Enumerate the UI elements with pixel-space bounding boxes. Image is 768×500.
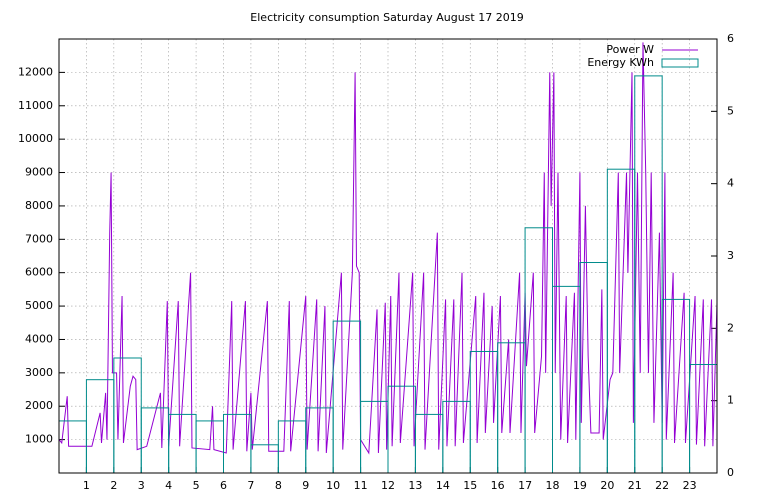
y-tick-label: 1000 bbox=[25, 433, 53, 446]
legend-label: Energy KWh bbox=[587, 56, 654, 69]
power-line bbox=[58, 42, 718, 455]
y-tick-label: 2000 bbox=[25, 399, 53, 412]
energy-bar bbox=[524, 227, 553, 474]
energy-bar bbox=[277, 420, 307, 474]
x-tick-label: 11 bbox=[354, 479, 368, 492]
y2-tick-label: 3 bbox=[727, 249, 734, 262]
y-tick-label: 10000 bbox=[18, 132, 53, 145]
y-tick-label: 3000 bbox=[25, 366, 53, 379]
plot-frame bbox=[58, 38, 718, 474]
y-tick-label: 9000 bbox=[25, 166, 53, 179]
y2-tick-label: 0 bbox=[727, 466, 734, 479]
y2-tick-label: 5 bbox=[727, 104, 734, 117]
y-tick-label: 12000 bbox=[18, 65, 53, 78]
x-tick-label: 23 bbox=[683, 479, 697, 492]
energy-bar bbox=[250, 444, 279, 474]
x-tick-label: 6 bbox=[220, 479, 227, 492]
x-tick-label: 12 bbox=[381, 479, 395, 492]
y-tick-label: 8000 bbox=[25, 199, 53, 212]
x-tick-label: 10 bbox=[326, 479, 340, 492]
y2-tick-label: 2 bbox=[727, 321, 734, 334]
x-tick-label: 7 bbox=[247, 479, 254, 492]
x-tick-label: 2 bbox=[110, 479, 117, 492]
x-tick-label: 17 bbox=[518, 479, 532, 492]
x-tick-label: 5 bbox=[193, 479, 200, 492]
legend-swatch bbox=[661, 58, 699, 68]
x-tick-label: 18 bbox=[546, 479, 560, 492]
energy-bar bbox=[85, 379, 115, 474]
y-tick-label: 11000 bbox=[18, 99, 53, 112]
x-tick-label: 8 bbox=[275, 479, 282, 492]
x-tick-label: 19 bbox=[573, 479, 587, 492]
legend-label: Power W bbox=[606, 43, 654, 56]
energy-bar bbox=[140, 407, 170, 474]
y2-tick-label: 1 bbox=[727, 394, 734, 407]
x-tick-label: 3 bbox=[138, 479, 145, 492]
y-tick-label: 5000 bbox=[25, 299, 53, 312]
x-tick-label: 21 bbox=[628, 479, 642, 492]
x-tick-label: 1 bbox=[83, 479, 90, 492]
y-tick-label: 4000 bbox=[25, 332, 53, 345]
y2-tick-label: 6 bbox=[727, 32, 734, 45]
x-tick-label: 14 bbox=[436, 479, 450, 492]
y-tick-label: 7000 bbox=[25, 232, 53, 245]
y-tick-label: 6000 bbox=[25, 266, 53, 279]
x-tick-label: 15 bbox=[463, 479, 477, 492]
chart-title: Electricity consumption Saturday August … bbox=[250, 11, 523, 24]
x-tick-label: 13 bbox=[408, 479, 422, 492]
x-tick-label: 9 bbox=[302, 479, 309, 492]
energy-bar bbox=[332, 320, 362, 474]
y2-tick-label: 4 bbox=[727, 177, 734, 190]
x-tick-label: 22 bbox=[655, 479, 669, 492]
x-tick-label: 20 bbox=[600, 479, 614, 492]
x-tick-label: 4 bbox=[165, 479, 172, 492]
x-tick-label: 16 bbox=[491, 479, 505, 492]
energy-bar bbox=[360, 400, 389, 474]
